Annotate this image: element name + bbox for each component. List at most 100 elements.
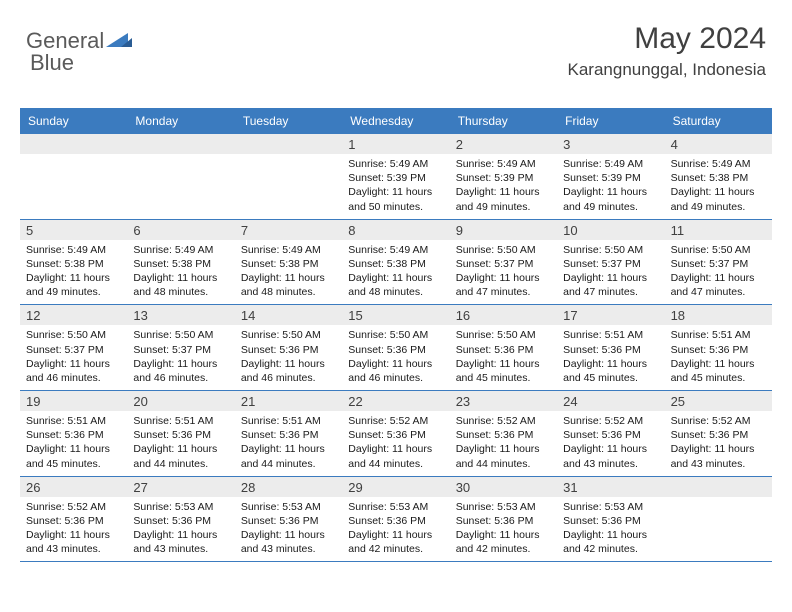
day-details: Sunrise: 5:52 AMSunset: 5:36 PMDaylight:…	[450, 411, 557, 476]
day-details: Sunrise: 5:50 AMSunset: 5:37 PMDaylight:…	[557, 240, 664, 305]
day-details: Sunrise: 5:51 AMSunset: 5:36 PMDaylight:…	[235, 411, 342, 476]
sunrise-line: Sunrise: 5:53 AM	[241, 500, 336, 514]
day-number	[127, 134, 234, 154]
day-details: Sunrise: 5:50 AMSunset: 5:37 PMDaylight:…	[127, 325, 234, 390]
day-number	[235, 134, 342, 154]
daylight-line: Daylight: 11 hours and 45 minutes.	[671, 357, 766, 385]
sunrise-line: Sunrise: 5:51 AM	[133, 414, 228, 428]
day-details	[127, 154, 234, 162]
sunset-line: Sunset: 5:36 PM	[671, 428, 766, 442]
day-details: Sunrise: 5:49 AMSunset: 5:39 PMDaylight:…	[450, 154, 557, 219]
day-cell: 25Sunrise: 5:52 AMSunset: 5:36 PMDayligh…	[665, 391, 772, 476]
day-details: Sunrise: 5:50 AMSunset: 5:37 PMDaylight:…	[20, 325, 127, 390]
daylight-line: Daylight: 11 hours and 46 minutes.	[26, 357, 121, 385]
day-cell: 1Sunrise: 5:49 AMSunset: 5:39 PMDaylight…	[342, 134, 449, 219]
sunset-line: Sunset: 5:38 PM	[241, 257, 336, 271]
day-number: 24	[557, 391, 664, 411]
daylight-line: Daylight: 11 hours and 50 minutes.	[348, 185, 443, 213]
sunset-line: Sunset: 5:37 PM	[671, 257, 766, 271]
day-number: 10	[557, 220, 664, 240]
daylight-line: Daylight: 11 hours and 47 minutes.	[456, 271, 551, 299]
day-details: Sunrise: 5:49 AMSunset: 5:38 PMDaylight:…	[665, 154, 772, 219]
day-number: 28	[235, 477, 342, 497]
sunrise-line: Sunrise: 5:53 AM	[563, 500, 658, 514]
sunrise-line: Sunrise: 5:52 AM	[348, 414, 443, 428]
day-number: 22	[342, 391, 449, 411]
day-details: Sunrise: 5:53 AMSunset: 5:36 PMDaylight:…	[235, 497, 342, 562]
daylight-line: Daylight: 11 hours and 42 minutes.	[348, 528, 443, 556]
sunrise-line: Sunrise: 5:49 AM	[348, 157, 443, 171]
brand-word2-wrap: Blue	[30, 50, 74, 76]
day-details	[665, 497, 772, 505]
sunset-line: Sunset: 5:38 PM	[348, 257, 443, 271]
day-cell: 19Sunrise: 5:51 AMSunset: 5:36 PMDayligh…	[20, 391, 127, 476]
day-details: Sunrise: 5:51 AMSunset: 5:36 PMDaylight:…	[127, 411, 234, 476]
sunset-line: Sunset: 5:36 PM	[241, 514, 336, 528]
day-details: Sunrise: 5:49 AMSunset: 5:38 PMDaylight:…	[20, 240, 127, 305]
weekday-header: Sunday	[20, 108, 127, 134]
day-number: 4	[665, 134, 772, 154]
sunrise-line: Sunrise: 5:53 AM	[456, 500, 551, 514]
weekday-header: Saturday	[665, 108, 772, 134]
sunrise-line: Sunrise: 5:51 AM	[563, 328, 658, 342]
sunset-line: Sunset: 5:36 PM	[348, 343, 443, 357]
daylight-line: Daylight: 11 hours and 47 minutes.	[671, 271, 766, 299]
day-details: Sunrise: 5:51 AMSunset: 5:36 PMDaylight:…	[20, 411, 127, 476]
day-cell: 30Sunrise: 5:53 AMSunset: 5:36 PMDayligh…	[450, 477, 557, 562]
sunrise-line: Sunrise: 5:52 AM	[563, 414, 658, 428]
daylight-line: Daylight: 11 hours and 49 minutes.	[671, 185, 766, 213]
day-details: Sunrise: 5:49 AMSunset: 5:39 PMDaylight:…	[342, 154, 449, 219]
day-cell	[235, 134, 342, 219]
day-number: 6	[127, 220, 234, 240]
sunrise-line: Sunrise: 5:49 AM	[133, 243, 228, 257]
day-details: Sunrise: 5:49 AMSunset: 5:39 PMDaylight:…	[557, 154, 664, 219]
day-number: 16	[450, 305, 557, 325]
day-number: 23	[450, 391, 557, 411]
daylight-line: Daylight: 11 hours and 45 minutes.	[456, 357, 551, 385]
day-details: Sunrise: 5:50 AMSunset: 5:36 PMDaylight:…	[235, 325, 342, 390]
day-number: 2	[450, 134, 557, 154]
day-details: Sunrise: 5:53 AMSunset: 5:36 PMDaylight:…	[450, 497, 557, 562]
sunset-line: Sunset: 5:36 PM	[671, 343, 766, 357]
day-cell: 15Sunrise: 5:50 AMSunset: 5:36 PMDayligh…	[342, 305, 449, 390]
day-number: 7	[235, 220, 342, 240]
sunrise-line: Sunrise: 5:50 AM	[133, 328, 228, 342]
day-cell: 10Sunrise: 5:50 AMSunset: 5:37 PMDayligh…	[557, 220, 664, 305]
day-cell: 18Sunrise: 5:51 AMSunset: 5:36 PMDayligh…	[665, 305, 772, 390]
day-number: 20	[127, 391, 234, 411]
sunrise-line: Sunrise: 5:51 AM	[241, 414, 336, 428]
sunrise-line: Sunrise: 5:49 AM	[348, 243, 443, 257]
weekday-header: Tuesday	[235, 108, 342, 134]
day-cell: 11Sunrise: 5:50 AMSunset: 5:37 PMDayligh…	[665, 220, 772, 305]
sunrise-line: Sunrise: 5:50 AM	[26, 328, 121, 342]
location-label: Karangnunggal, Indonesia	[568, 60, 767, 80]
day-cell	[665, 477, 772, 562]
sunset-line: Sunset: 5:37 PM	[133, 343, 228, 357]
sunrise-line: Sunrise: 5:49 AM	[26, 243, 121, 257]
day-details: Sunrise: 5:49 AMSunset: 5:38 PMDaylight:…	[342, 240, 449, 305]
day-cell: 7Sunrise: 5:49 AMSunset: 5:38 PMDaylight…	[235, 220, 342, 305]
day-number: 29	[342, 477, 449, 497]
day-number: 8	[342, 220, 449, 240]
day-number: 21	[235, 391, 342, 411]
day-number: 14	[235, 305, 342, 325]
month-title: May 2024	[568, 22, 767, 56]
day-cell: 16Sunrise: 5:50 AMSunset: 5:36 PMDayligh…	[450, 305, 557, 390]
sunrise-line: Sunrise: 5:52 AM	[456, 414, 551, 428]
sunset-line: Sunset: 5:39 PM	[348, 171, 443, 185]
sunrise-line: Sunrise: 5:50 AM	[563, 243, 658, 257]
day-details: Sunrise: 5:51 AMSunset: 5:36 PMDaylight:…	[665, 325, 772, 390]
daylight-line: Daylight: 11 hours and 43 minutes.	[241, 528, 336, 556]
day-cell: 23Sunrise: 5:52 AMSunset: 5:36 PMDayligh…	[450, 391, 557, 476]
day-number: 13	[127, 305, 234, 325]
week-row: 26Sunrise: 5:52 AMSunset: 5:36 PMDayligh…	[20, 477, 772, 563]
day-number: 17	[557, 305, 664, 325]
sunset-line: Sunset: 5:36 PM	[563, 514, 658, 528]
sunset-line: Sunset: 5:36 PM	[241, 343, 336, 357]
sunset-line: Sunset: 5:38 PM	[671, 171, 766, 185]
day-details: Sunrise: 5:49 AMSunset: 5:38 PMDaylight:…	[235, 240, 342, 305]
day-number: 19	[20, 391, 127, 411]
day-cell: 2Sunrise: 5:49 AMSunset: 5:39 PMDaylight…	[450, 134, 557, 219]
sunrise-line: Sunrise: 5:52 AM	[26, 500, 121, 514]
daylight-line: Daylight: 11 hours and 48 minutes.	[133, 271, 228, 299]
